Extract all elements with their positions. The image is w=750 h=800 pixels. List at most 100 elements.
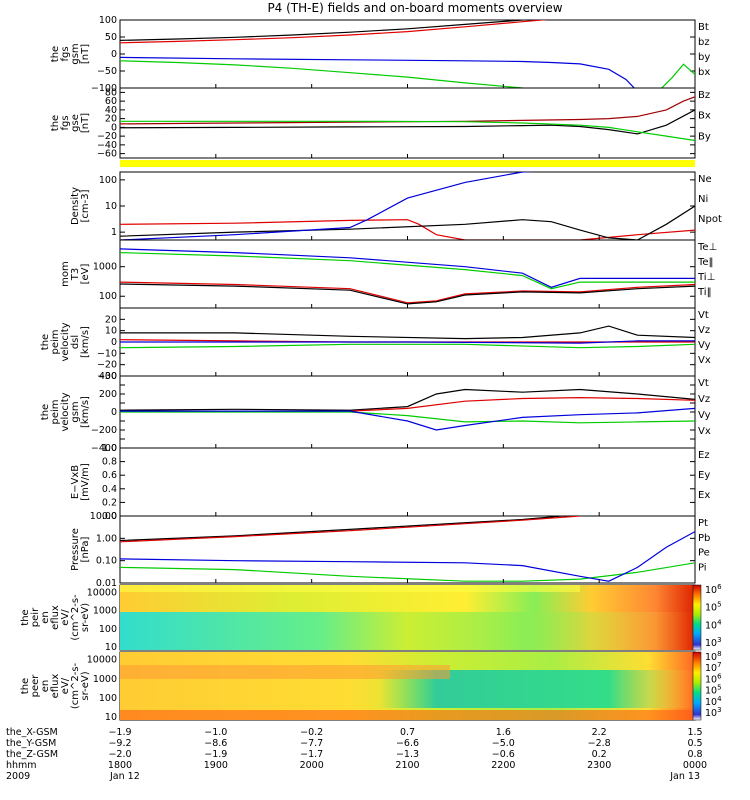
footer-value: −6.6 [396, 738, 419, 749]
ylabel-line: the [50, 46, 61, 62]
footer-value: 0.5 [687, 738, 702, 749]
ylabel: thepeirenefluxeV/(cm^2-s-sr-eV) [20, 594, 91, 641]
ylabel-line: the [50, 115, 61, 131]
footer-value: 2000 [300, 760, 324, 771]
series-line-bz [120, 20, 549, 44]
panel-frame [119, 239, 696, 309]
ytick-label: 10 [105, 712, 117, 723]
series-line-By [120, 120, 695, 142]
ytick-label: −400 [91, 443, 117, 454]
ylabel-line: [nT] [80, 113, 91, 133]
ylabel-line: (cm^2-s- [70, 662, 81, 709]
series-line-Vt [120, 388, 695, 411]
ylabel-line: mom [60, 261, 71, 287]
ylabel-line: peim [50, 399, 61, 424]
legend-entry: Vy [698, 340, 711, 351]
legend-entry: Ti‖ [697, 287, 712, 298]
ylabel-line: [cm-3] [80, 189, 91, 222]
ylabel-line: [eV] [80, 264, 91, 285]
ylabel-line: fgs [60, 46, 71, 61]
ytick-label: 1000 [93, 606, 117, 617]
series-line-Pt [120, 516, 568, 542]
panel-frame [119, 447, 696, 517]
series-line-Te‖ [120, 283, 695, 305]
ytick-label: −20 [97, 131, 117, 142]
ytick-label: 200 [99, 389, 117, 400]
figure-title: P4 (TH-E) fields and on-board moments ov… [267, 1, 562, 15]
series-line-bx [120, 56, 636, 88]
legend-entry: by [698, 52, 710, 63]
ylabel-line: (cm^2-s- [70, 594, 81, 641]
ytick-label: −40 [97, 140, 117, 151]
ytick-label: −10 [97, 348, 117, 359]
ylabel: E−VxB[mV/m] [70, 463, 91, 501]
ylabel-line: [km/s] [80, 326, 91, 358]
ylabel-line: eflux [50, 674, 61, 699]
legend-entry: Vy [698, 410, 711, 421]
series-line-by [120, 60, 695, 88]
footer-row-label: 2009 [6, 771, 30, 782]
legend-entry: Bx [698, 111, 711, 122]
ylabel-line: velocity [60, 392, 71, 431]
footer-value: −2.0 [108, 749, 131, 760]
legend-entry: Ex [698, 490, 710, 501]
ytick-label: 100 [99, 693, 117, 704]
footer-value: −1.9 [108, 727, 131, 738]
panel-frame [119, 171, 696, 241]
footer-ephemeris: the_X-GSMthe_Y-GSMthe_Z-GSMhhmm2009−1.9−… [6, 727, 707, 782]
ylabel-line: fgs [60, 115, 71, 130]
series-line-Te⊥ [120, 281, 695, 304]
ytick-label: 10 [105, 201, 117, 212]
ytick-label: 40 [105, 105, 117, 116]
panel-density: 100 10 1 Density[cm-3] Ne Ni Npot [70, 171, 722, 241]
legend-entry: Bz [698, 90, 710, 101]
ytick-label: 0.01 [96, 578, 117, 589]
ylabel-line: the [20, 678, 31, 694]
colorbar-label: 103 [705, 706, 722, 719]
ylabel-line: gsm [70, 43, 81, 64]
legend-entry: Vz [698, 325, 710, 336]
colorbar-exponent: 7 [717, 661, 721, 669]
ytick-label: 1.00 [96, 533, 117, 544]
ytick-label: −20 [97, 360, 117, 371]
ytick-label: 10 [105, 642, 117, 653]
ytick-label: 0 [111, 407, 117, 418]
ytick-label: 0.10 [96, 556, 117, 567]
ytick-label: 80 [105, 87, 117, 98]
ytick-label: 0.8 [102, 457, 117, 468]
legend-entry: Te‖ [697, 257, 714, 268]
ylabel-line: [nT] [80, 44, 91, 64]
series-line-Bx [120, 109, 695, 135]
ytick-label: 50 [105, 32, 117, 43]
ylabel-line: the [40, 334, 51, 350]
ylabel-line: gse [70, 114, 81, 132]
ylabel: thepeerenefluxeV/(cm^2-s-sr-eV) [20, 662, 91, 709]
footer-value: −0.2 [300, 727, 323, 738]
ylabel-line: [mV/m] [80, 463, 91, 501]
series-line-Bz [120, 96, 695, 125]
ylabel: thepeimvelocitydsl[km/s] [40, 322, 91, 361]
series-line-Vx [120, 340, 695, 344]
footer-value: 1800 [108, 760, 132, 771]
colorbar-exponent: 5 [717, 684, 721, 692]
series-line-Pe [120, 562, 695, 582]
series-line-Bt [120, 20, 533, 41]
legend-entry: Ni [698, 194, 708, 205]
legend-entry: Ez [698, 450, 710, 461]
footer-value: −1.9 [204, 749, 227, 760]
ylabel-line: en [40, 611, 51, 624]
footer-value: 0.8 [687, 749, 702, 760]
ylabel: Pressure[nPa] [70, 528, 91, 571]
ytick-label: 10 [105, 326, 117, 337]
series-line-Ti⊥ [120, 248, 695, 288]
ytick-label: 1000 [93, 674, 117, 685]
ylabel: momT3[eV] [60, 261, 91, 287]
ytick-label: −100 [91, 83, 117, 94]
footer-value: −1.0 [204, 727, 227, 738]
legend-entry: Vx [698, 355, 711, 366]
legend-entry: Ey [698, 470, 710, 481]
series-line-Vy [120, 343, 695, 349]
ylabel-line: eV/ [60, 677, 71, 694]
